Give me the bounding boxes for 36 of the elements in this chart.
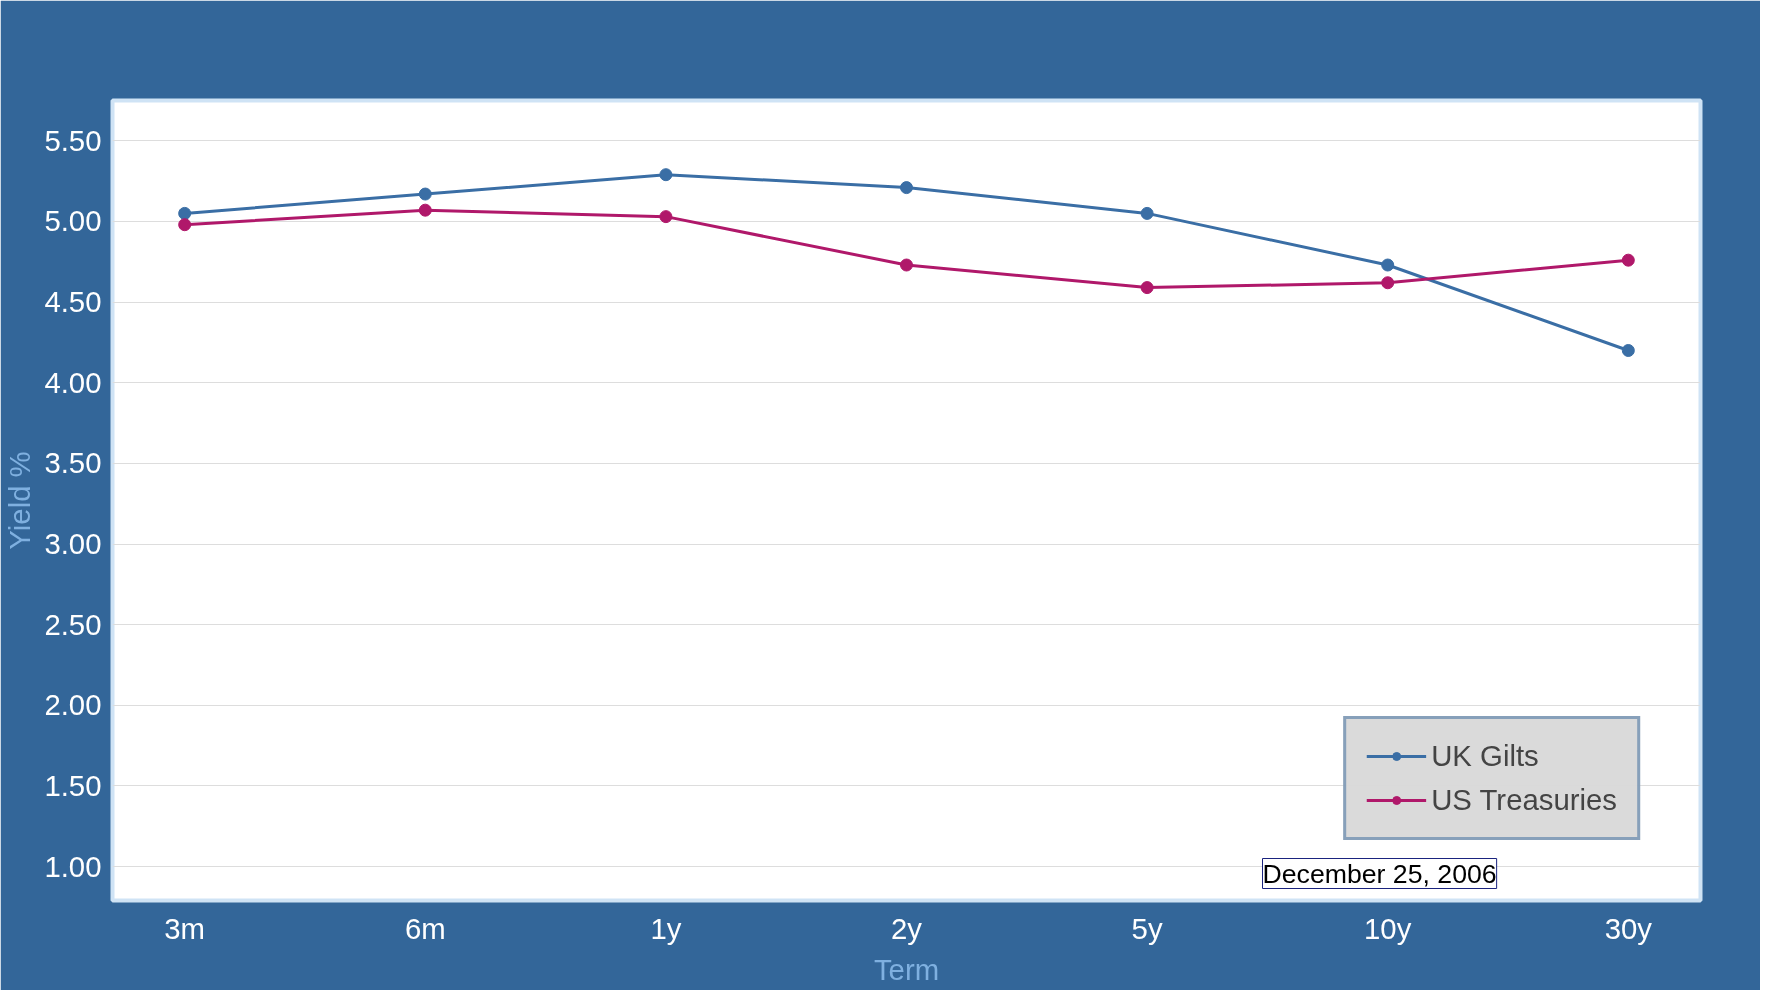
y-tick-label: 5.00 <box>44 204 102 238</box>
point <box>659 168 673 182</box>
point <box>1621 253 1635 267</box>
y-tick-label: 2.00 <box>44 688 102 722</box>
point <box>1140 281 1154 295</box>
point <box>900 181 913 195</box>
y-tick-label: 4.00 <box>44 365 102 399</box>
y-tick-label: 5.50 <box>44 123 102 157</box>
x-tick-label: 30y <box>1604 911 1653 945</box>
x-tick-label: 2y <box>891 911 923 945</box>
y-tick-label: 2.50 <box>44 607 102 641</box>
x-axis-title: Term <box>873 952 940 986</box>
y-tick-label: 4.50 <box>44 285 102 319</box>
point <box>1140 206 1154 220</box>
y-tick-label: 1.00 <box>44 849 102 883</box>
x-tick-label: 5y <box>1131 911 1163 945</box>
legend-label: UK Gilts <box>1431 739 1539 773</box>
point <box>1381 276 1395 290</box>
y-tick-label: 1.50 <box>44 768 102 802</box>
point <box>900 258 913 272</box>
point <box>418 203 432 217</box>
y-tick-label: 3.00 <box>44 527 102 561</box>
point <box>418 187 432 201</box>
y-tick-label: 3.50 <box>44 446 102 480</box>
point <box>659 210 673 224</box>
x-tick-label: 10y <box>1364 911 1412 945</box>
point <box>1381 258 1395 272</box>
legend-label: US Treasuries <box>1431 783 1617 817</box>
x-tick-label: 6m <box>404 911 446 945</box>
point <box>178 206 192 220</box>
point <box>178 218 192 232</box>
point <box>1621 344 1635 357</box>
annotation: December 25, 2006 <box>1262 858 1497 889</box>
y-axis-title: Yield % <box>3 451 37 550</box>
x-tick-label: 3m <box>164 911 206 945</box>
x-tick-label: 1y <box>650 911 682 945</box>
